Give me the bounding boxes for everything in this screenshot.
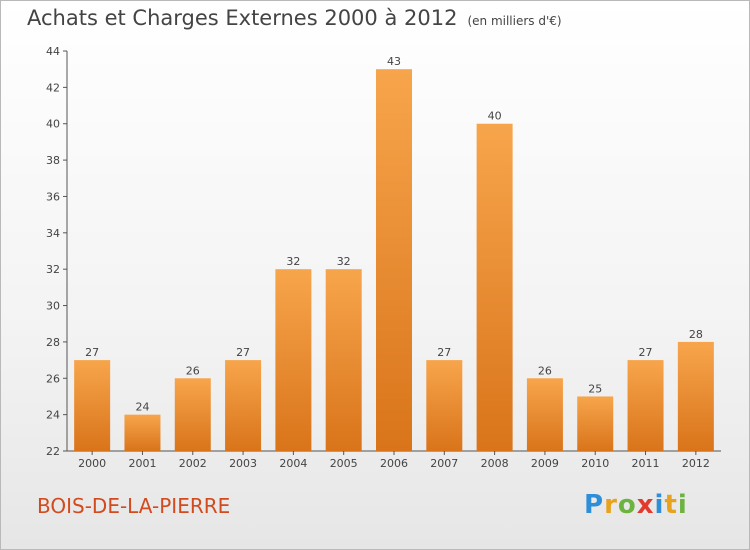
bar-2008	[476, 123, 513, 452]
value-label-2001: 24	[135, 401, 149, 414]
y-tick-label: 40	[46, 118, 60, 131]
value-label-2012: 28	[689, 328, 703, 341]
chart-title: Achats et Charges Externes 2000 à 2012	[27, 6, 458, 30]
chart-subtitle: (en milliers d'€)	[467, 14, 562, 28]
x-tick-label-2002: 2002	[179, 457, 207, 470]
bar-2009	[526, 378, 563, 451]
value-label-2009: 26	[538, 364, 552, 377]
x-tick-label-2006: 2006	[380, 457, 408, 470]
proxiti-logo: Proxiti	[584, 490, 688, 520]
x-tick-label-2001: 2001	[128, 457, 156, 470]
y-tick-label: 36	[46, 190, 60, 203]
bar-2011	[627, 360, 664, 451]
bar-2012	[677, 341, 714, 451]
logo-letter: o	[617, 490, 637, 520]
x-tick-label-2005: 2005	[330, 457, 358, 470]
bar-2003	[225, 360, 262, 451]
chart-bars	[74, 69, 714, 452]
value-label-2003: 27	[236, 346, 250, 359]
commune-name: BOIS-DE-LA-PIERRE	[37, 494, 231, 518]
y-tick-label: 26	[46, 372, 60, 385]
x-tick-label-2009: 2009	[531, 457, 559, 470]
bar-2002	[174, 378, 211, 451]
bar-2006	[376, 69, 412, 451]
value-label-2006: 43	[387, 55, 401, 68]
y-tick-label: 38	[46, 154, 60, 167]
y-tick-label: 24	[46, 409, 60, 422]
value-label-2007: 27	[437, 346, 451, 359]
x-tick-label-2010: 2010	[581, 457, 609, 470]
bar-2000	[74, 360, 111, 451]
chart-title-block: Achats et Charges Externes 2000 à 2012 (e…	[27, 6, 562, 30]
value-label-2000: 27	[85, 346, 99, 359]
value-label-2008: 40	[488, 110, 502, 123]
logo-letter: r	[604, 490, 618, 520]
logo-letter: i	[654, 490, 665, 520]
value-label-2004: 32	[286, 255, 300, 268]
bar-2010	[577, 396, 614, 451]
x-tick-label-2012: 2012	[682, 457, 710, 470]
y-tick-label: 34	[46, 227, 60, 240]
value-label-2002: 26	[186, 364, 200, 377]
logo-letter: P	[584, 490, 605, 520]
logo-letter: t	[664, 490, 678, 520]
x-tick-label-2011: 2011	[632, 457, 660, 470]
x-tick-label-2004: 2004	[279, 457, 307, 470]
logo-letter: x	[636, 490, 655, 520]
value-label-2005: 32	[337, 255, 351, 268]
bar-2005	[325, 269, 362, 451]
x-tick-label-2000: 2000	[78, 457, 106, 470]
logo-letter: i	[677, 490, 688, 520]
y-tick-label: 30	[46, 300, 60, 313]
chart-axes: 22 24 26 28 30 32 34 36 38 40 42 44 2000 2001 2002 2003…	[46, 45, 721, 470]
x-tick-label-2003: 2003	[229, 457, 257, 470]
value-label-2011: 27	[639, 346, 653, 359]
bar-2004	[275, 269, 312, 451]
y-tick-label: 42	[46, 81, 60, 94]
chart-value-labels: 27 24 26 27 32 32 43 27 40 26 25 27 28	[85, 55, 703, 413]
y-tick-label: 44	[46, 45, 60, 58]
y-tick-label: 28	[46, 336, 60, 349]
x-tick-label-2007: 2007	[430, 457, 458, 470]
bar-2001	[124, 414, 161, 451]
bar-2007	[426, 360, 463, 451]
x-tick-label-2008: 2008	[481, 457, 509, 470]
y-tick-label: 22	[46, 445, 60, 458]
y-tick-label: 32	[46, 263, 60, 276]
value-label-2010: 25	[588, 382, 602, 395]
